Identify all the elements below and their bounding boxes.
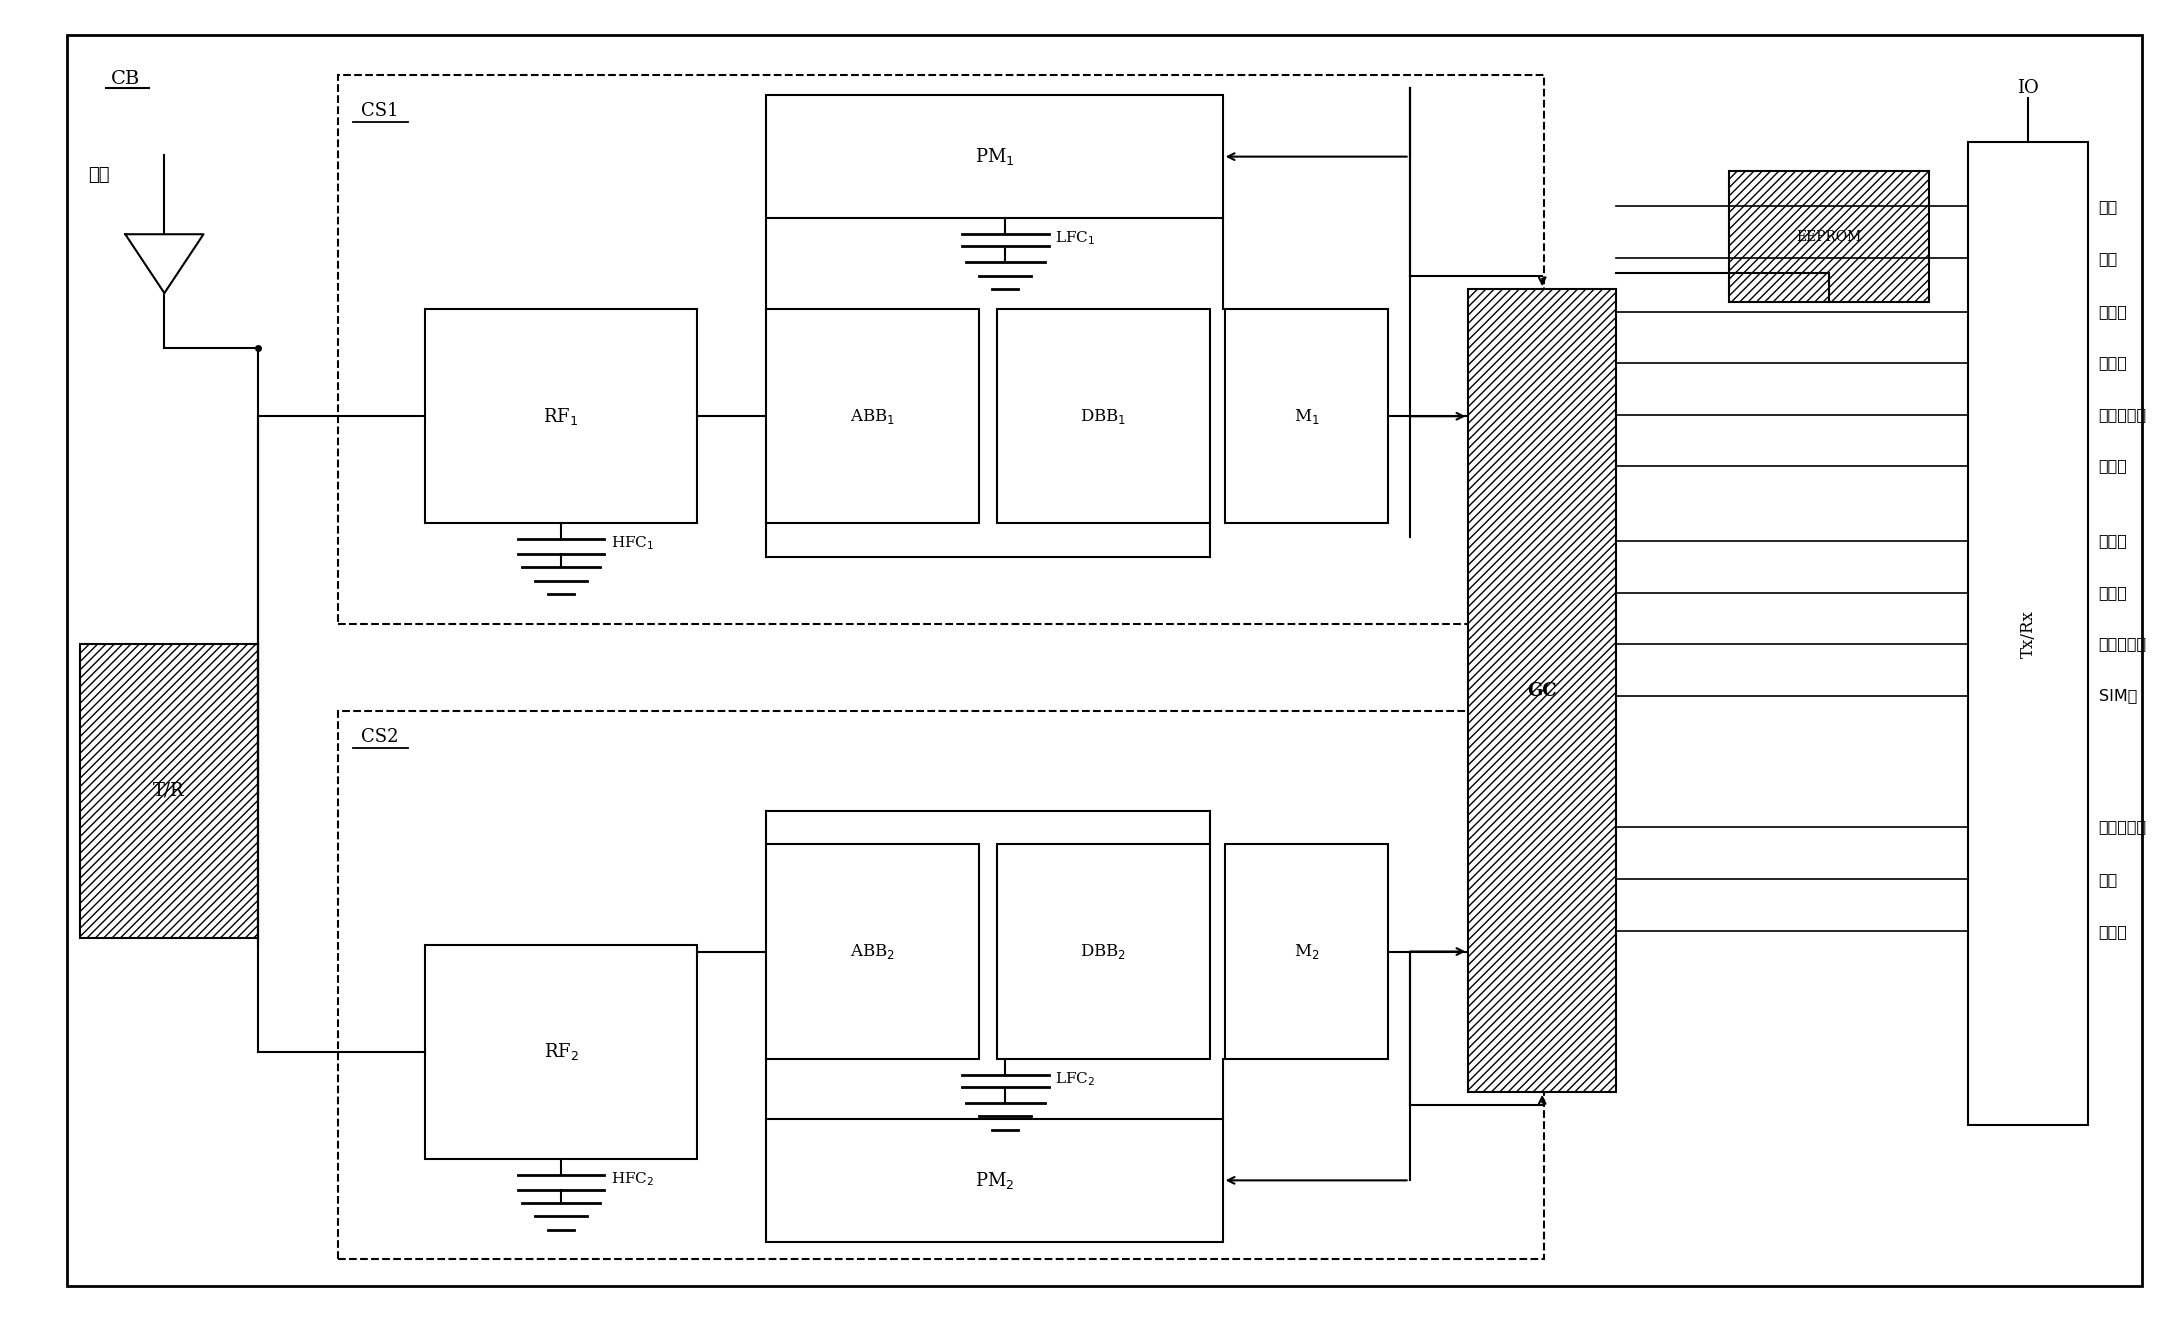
- Text: T/R: T/R: [152, 782, 185, 801]
- Text: CS1: CS1: [361, 102, 398, 121]
- Text: CS2: CS2: [361, 728, 398, 747]
- Text: EEPROM: EEPROM: [1797, 229, 1863, 244]
- Bar: [81, 644, 257, 939]
- Text: RF$_1$: RF$_1$: [544, 406, 579, 426]
- Bar: [997, 310, 1210, 523]
- Text: PM$_1$: PM$_1$: [975, 146, 1014, 168]
- Text: SIM卡: SIM卡: [2098, 688, 2137, 704]
- Text: DBB$_2$: DBB$_2$: [1079, 941, 1127, 961]
- Bar: [1469, 290, 1617, 1092]
- Bar: [962, 1073, 1049, 1086]
- Text: 振逃器: 振逃器: [2098, 586, 2128, 601]
- Bar: [997, 845, 1210, 1058]
- Text: 扬声器: 扬声器: [2098, 534, 2128, 548]
- Text: HFC$_1$: HFC$_1$: [611, 535, 655, 552]
- Text: PM$_2$: PM$_2$: [975, 1169, 1014, 1191]
- Text: Tx/Rx: Tx/Rx: [2019, 610, 2037, 657]
- Bar: [1730, 172, 1930, 303]
- Text: 送话器: 送话器: [2098, 459, 2128, 473]
- Bar: [424, 945, 696, 1159]
- Bar: [766, 845, 979, 1058]
- Text: 显示器: 显示器: [2098, 304, 2128, 319]
- Bar: [962, 233, 1049, 247]
- Text: ABB$_2$: ABB$_2$: [851, 941, 894, 961]
- Bar: [1730, 172, 1930, 303]
- Text: HFC$_2$: HFC$_2$: [611, 1171, 655, 1188]
- Bar: [81, 644, 257, 939]
- Text: 红外: 红外: [2098, 198, 2117, 213]
- Text: 键区: 键区: [2098, 251, 2117, 266]
- Text: IO: IO: [2017, 79, 2039, 98]
- Bar: [766, 95, 1223, 219]
- Text: DBB$_1$: DBB$_1$: [1079, 406, 1127, 425]
- Bar: [424, 310, 696, 523]
- Text: LFC$_2$: LFC$_2$: [1055, 1070, 1095, 1088]
- Bar: [1469, 290, 1617, 1092]
- Text: ABB$_1$: ABB$_1$: [851, 406, 894, 425]
- Bar: [766, 310, 979, 523]
- Bar: [1225, 845, 1388, 1058]
- Text: 振动器: 振动器: [2098, 355, 2128, 370]
- Bar: [1225, 310, 1388, 523]
- Text: RF$_2$: RF$_2$: [544, 1042, 579, 1062]
- Text: M$_1$: M$_1$: [1293, 406, 1319, 425]
- Text: 轻按传感器: 轻按传感器: [2098, 408, 2148, 422]
- Bar: [1967, 142, 2087, 1125]
- Text: M$_2$: M$_2$: [1295, 941, 1319, 961]
- Text: LFC$_1$: LFC$_1$: [1055, 229, 1097, 247]
- Text: 系统连接器: 系统连接器: [2098, 636, 2148, 652]
- Text: CB: CB: [111, 70, 139, 89]
- Text: 存储器: 存储器: [2098, 924, 2128, 939]
- Text: GC: GC: [1528, 681, 1558, 700]
- Bar: [337, 75, 1545, 624]
- Text: 电池: 电池: [2098, 872, 2117, 886]
- Text: 发光二极器: 发光二极器: [2098, 819, 2148, 834]
- Bar: [337, 711, 1545, 1259]
- Text: 天线: 天线: [89, 166, 109, 184]
- Bar: [766, 1118, 1223, 1242]
